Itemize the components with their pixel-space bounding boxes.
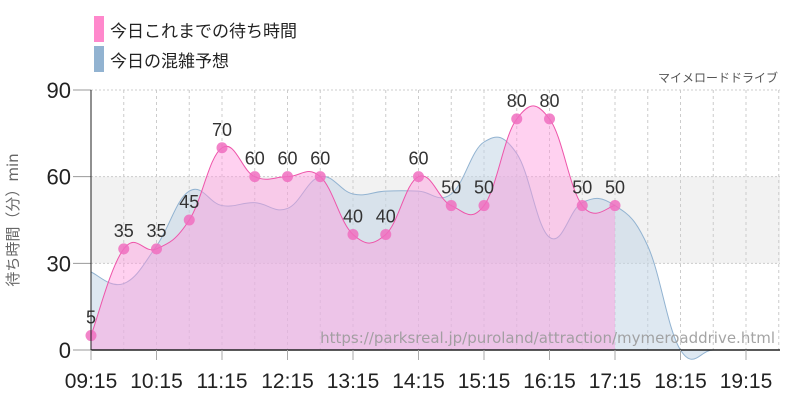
x-tick-label: 14:15	[392, 370, 445, 393]
legend-swatch-forecast	[94, 46, 104, 72]
data-point	[445, 200, 457, 212]
data-label: 35	[146, 221, 166, 241]
data-point	[183, 214, 195, 226]
data-label: 45	[179, 192, 199, 212]
x-tick-label: 11:15	[197, 370, 248, 393]
data-point	[576, 200, 588, 212]
y-tick-label: 30	[47, 251, 71, 276]
data-label: 40	[376, 206, 396, 226]
forecast-area	[91, 137, 780, 360]
data-label: 60	[408, 149, 428, 169]
legend-item-forecast[interactable]: 今日の混雑予想	[94, 44, 297, 74]
data-point	[249, 171, 261, 183]
x-tick-label: 16:15	[523, 370, 576, 393]
watermark-url: https://parksreal.jp/puroland/attraction…	[320, 329, 775, 347]
x-tick-label: 17:15	[589, 370, 642, 393]
data-point	[413, 171, 424, 183]
data-point	[151, 243, 162, 255]
x-tick-label: 15:15	[458, 370, 511, 393]
legend-label-actual: 今日これまでの待ち時間	[110, 21, 297, 42]
data-point	[314, 171, 326, 183]
data-label: 50	[572, 178, 592, 198]
y-tick-label: 60	[47, 165, 71, 190]
x-tick-label: 19:15	[720, 370, 773, 393]
data-label: 50	[605, 178, 625, 198]
x-tick-label: 10:15	[130, 370, 183, 393]
legend: 今日これまでの待ち時間 今日の混雑予想	[94, 14, 297, 74]
data-point	[118, 243, 130, 255]
attraction-name: マイメロードドライブ	[657, 71, 778, 85]
x-tick-label: 09:15	[65, 370, 118, 393]
y-tick-label: 0	[59, 338, 71, 363]
x-tick-label: 13:15	[327, 370, 380, 393]
data-point	[544, 113, 555, 125]
data-label: 40	[343, 206, 363, 226]
data-point	[478, 200, 490, 212]
data-label: 80	[507, 91, 527, 111]
legend-item-actual[interactable]: 今日これまでの待ち時間	[94, 14, 297, 44]
data-point	[216, 142, 228, 154]
data-point	[511, 113, 523, 125]
data-point	[282, 171, 293, 183]
data-label: 50	[441, 178, 461, 198]
data-label: 60	[277, 149, 297, 169]
forecast-line	[90, 136, 780, 360]
actual-area	[91, 105, 615, 350]
data-label: 70	[212, 120, 232, 140]
legend-label-forecast: 今日の混雑予想	[110, 51, 229, 72]
data-label: 80	[539, 91, 559, 111]
data-point	[609, 200, 621, 212]
data-point	[380, 228, 392, 240]
data-label: 60	[245, 149, 265, 169]
data-label: 35	[114, 221, 134, 241]
legend-swatch-actual	[94, 16, 104, 42]
x-tick-label: 18:15	[654, 370, 707, 393]
y-tick-label: 90	[47, 78, 71, 103]
data-point	[347, 228, 359, 240]
data-label: 60	[310, 149, 330, 169]
x-tick-label: 12:15	[261, 370, 314, 393]
data-label: 50	[474, 178, 494, 198]
